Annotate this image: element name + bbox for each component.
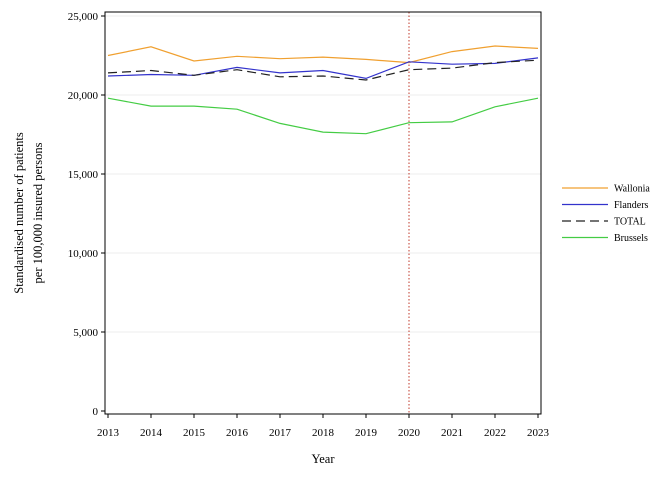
x-tick-label: 2022 bbox=[484, 427, 506, 439]
y-tick-label: 15,000 bbox=[68, 169, 99, 181]
legend-label-total: TOTAL bbox=[614, 217, 646, 228]
y-tick-label: 25,000 bbox=[68, 11, 99, 23]
series-line-brussels bbox=[107, 97, 539, 135]
y-tick-label: 0 bbox=[93, 406, 99, 418]
x-tick-label: 2017 bbox=[269, 427, 292, 439]
x-axis-label: Year bbox=[311, 452, 335, 466]
series-line-total bbox=[107, 59, 539, 81]
y-axis-label-line-1: Standardised number of patients bbox=[12, 132, 26, 294]
gridlines bbox=[105, 15, 541, 333]
y-tick-label: 10,000 bbox=[68, 248, 99, 260]
x-tick-label: 2023 bbox=[527, 427, 550, 439]
y-axis-label-line-2: per 100,000 insured persons bbox=[31, 142, 45, 283]
x-tick-label: 2021 bbox=[441, 427, 463, 439]
legend: Wallonia Flanders TOTAL Brussels bbox=[562, 184, 650, 244]
x-tick-label: 2016 bbox=[226, 427, 249, 439]
y-tick-label: 20,000 bbox=[68, 90, 99, 102]
legend-label-wallonia: Wallonia bbox=[614, 184, 650, 195]
x-tick-label: 2013 bbox=[97, 427, 120, 439]
x-tick-label: 2014 bbox=[140, 427, 163, 439]
legend-label-brussels: Brussels bbox=[614, 233, 648, 244]
x-tick-label: 2015 bbox=[183, 427, 206, 439]
x-tick-label: 2019 bbox=[355, 427, 378, 439]
series-line-flanders bbox=[107, 57, 539, 80]
x-tick-label: 2018 bbox=[312, 427, 335, 439]
x-tick-label: 2020 bbox=[398, 427, 421, 439]
series-line-wallonia bbox=[107, 45, 539, 64]
y-tick-label: 5,000 bbox=[73, 327, 98, 339]
legend-label-flanders: Flanders bbox=[614, 200, 649, 211]
axes: 0 5,000 10,000 15,000 20,000 25,000 2013 2014 20… bbox=[68, 11, 550, 439]
series-layer bbox=[107, 45, 539, 135]
